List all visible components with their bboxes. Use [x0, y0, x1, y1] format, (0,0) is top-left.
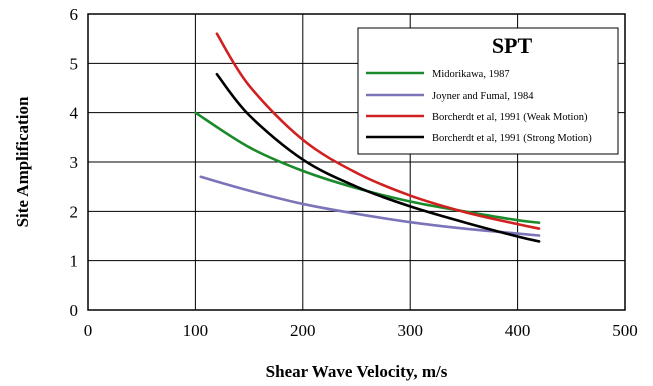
series-line-2 — [199, 175, 541, 237]
y-tick-label: 0 — [70, 301, 79, 320]
series-line-3 — [215, 32, 541, 230]
legend-label-3: Borcherdt et al, 1991 (Weak Motion) — [432, 112, 588, 123]
y-axis-title: Site Amplification — [13, 96, 32, 227]
legend-title: SPT — [492, 33, 533, 58]
legend-label-1: Midorikawa, 1987 — [432, 69, 510, 80]
y-tick-labels: 0 1 2 3 4 5 6 — [70, 5, 79, 320]
y-tick-label: 4 — [70, 104, 79, 123]
series-line-4 — [215, 72, 541, 243]
legend-box — [357, 27, 619, 155]
legend-label-4: Borcherdt et al, 1991 (Strong Motion) — [432, 133, 592, 144]
y-tick-label: 1 — [70, 252, 79, 271]
series-lines — [194, 32, 541, 243]
series-line-1 — [194, 111, 541, 224]
x-tick-label: 400 — [505, 321, 531, 340]
legend: SPT Midorikawa, 1987 Joyner and Fumal, 19… — [357, 27, 619, 155]
y-tick-label: 5 — [70, 54, 79, 73]
legend-items: Midorikawa, 1987 Joyner and Fumal, 1984 Bo… — [366, 69, 592, 144]
y-tick-label: 2 — [70, 202, 79, 221]
x-tick-label: 200 — [290, 321, 316, 340]
x-tick-label: 300 — [397, 321, 423, 340]
y-tick-label: 6 — [70, 5, 79, 24]
y-tick-label: 3 — [70, 153, 79, 172]
x-tick-label: 100 — [183, 321, 209, 340]
plot-frame — [87, 13, 626, 311]
x-tick-label: 500 — [612, 321, 638, 340]
legend-label-2: Joyner and Fumal, 1984 — [432, 91, 534, 102]
x-tick-label: 0 — [84, 321, 93, 340]
x-axis-title: Shear Wave Velocity, m/s — [266, 362, 448, 381]
x-tick-labels: 0 100 200 300 400 500 — [84, 321, 638, 340]
